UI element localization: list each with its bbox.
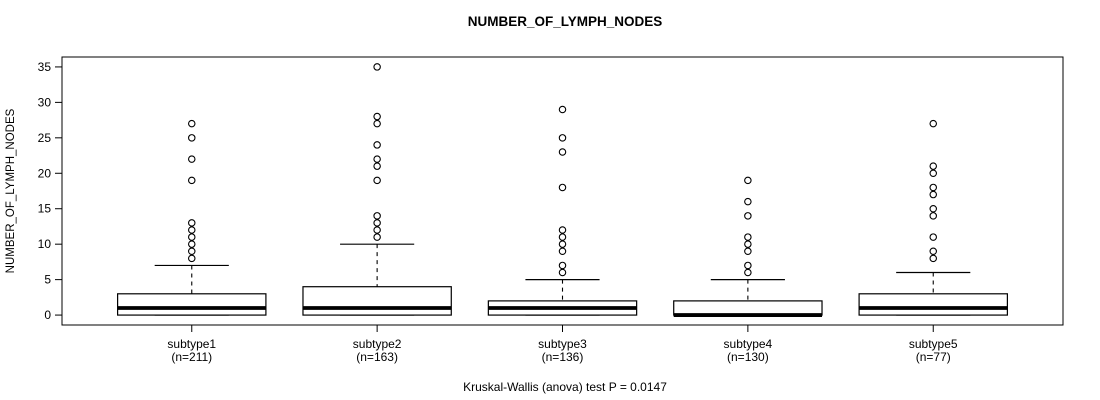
outlier-point (373, 155, 381, 163)
outlier-point (373, 141, 381, 149)
outlier-point (188, 219, 196, 227)
outlier-point (558, 148, 567, 156)
outlier-point (188, 134, 196, 142)
outlier-point (929, 254, 937, 263)
iqr-box (302, 286, 452, 316)
outlier-point (744, 268, 752, 277)
x-tick-label: subtype2 (353, 337, 402, 351)
outlier-point (558, 183, 567, 192)
x-tick-label: subtype1 (167, 337, 216, 351)
y-tick-label: 30 (38, 95, 52, 109)
x-axis: subtype1(n=211)subtype2(n=163)subtype3(n… (167, 325, 958, 364)
outlier-point (744, 212, 752, 220)
outlier-point (744, 240, 752, 248)
outlier-point (558, 134, 567, 142)
outlier-point (188, 233, 196, 241)
x-tick-label: subtype4 (724, 337, 773, 351)
outlier-point (929, 183, 937, 192)
outlier-point (558, 240, 567, 248)
outlier-point (373, 63, 381, 71)
outlier-point (373, 226, 381, 234)
outlier-point (744, 247, 752, 256)
outlier-point (558, 268, 567, 277)
x-tick-sublabel: (n=77) (916, 350, 951, 364)
iqr-box (858, 293, 1008, 316)
outlier-point (744, 197, 752, 206)
outlier-point (188, 119, 196, 128)
outlier-point (373, 119, 381, 128)
iqr-box (117, 293, 267, 316)
y-axis: 0 5 10 15 20 25 30 35 (38, 60, 62, 322)
outlier-point (373, 176, 381, 185)
outlier-point (373, 162, 381, 170)
outlier-point (188, 155, 196, 163)
outlier-point (373, 233, 381, 241)
outlier-point (188, 226, 196, 234)
chart-title: NUMBER_OF_LYMPH_NODES (468, 14, 663, 29)
outlier-point (929, 119, 937, 128)
x-tick-sublabel: (n=211) (171, 350, 212, 364)
y-tick-label: 5 (44, 273, 51, 287)
outlier-point (929, 169, 937, 178)
outlier-point (558, 261, 567, 270)
outlier-point (558, 233, 567, 241)
outlier-point (558, 105, 567, 114)
outlier-point (188, 240, 196, 248)
iqr-box (673, 300, 823, 316)
outlier-point (373, 212, 381, 220)
boxplot-subtype3 (487, 105, 638, 316)
boxplot-subtype1 (117, 119, 267, 316)
outlier-point (744, 176, 752, 185)
y-tick-label: 35 (38, 60, 52, 74)
boxplot-subtype4 (673, 176, 823, 317)
outlier-point (188, 254, 196, 263)
x-tick-label: subtype5 (909, 337, 958, 351)
outlier-point (373, 112, 381, 121)
y-tick-label: 20 (38, 166, 52, 180)
boxplot-subtype5 (858, 119, 1008, 316)
stat-test-caption: Kruskal-Wallis (anova) test P = 0.0147 (463, 380, 667, 394)
outlier-point (744, 233, 752, 241)
y-axis-label: NUMBER_OF_LYMPH_NODES (5, 108, 17, 273)
x-tick-sublabel: (n=163) (356, 350, 398, 364)
outlier-point (744, 261, 752, 270)
boxplot-groups (117, 63, 1008, 317)
boxplot-subtype2 (302, 63, 452, 316)
outlier-point (558, 247, 567, 256)
outlier-point (373, 219, 381, 227)
outlier-point (929, 233, 937, 241)
outlier-point (188, 247, 196, 256)
x-tick-label: subtype3 (538, 337, 587, 351)
outlier-point (929, 204, 937, 213)
outlier-point (929, 162, 937, 170)
y-tick-label: 15 (38, 202, 52, 216)
x-tick-sublabel: (n=136) (542, 350, 584, 364)
outlier-point (188, 176, 196, 185)
y-tick-label: 0 (44, 308, 51, 322)
outlier-point (558, 226, 567, 234)
outlier-point (929, 212, 937, 220)
outlier-point (929, 190, 937, 199)
y-tick-label: 25 (38, 131, 52, 145)
y-tick-label: 10 (38, 237, 52, 251)
x-tick-sublabel: (n=130) (727, 350, 769, 364)
outlier-point (929, 247, 937, 256)
